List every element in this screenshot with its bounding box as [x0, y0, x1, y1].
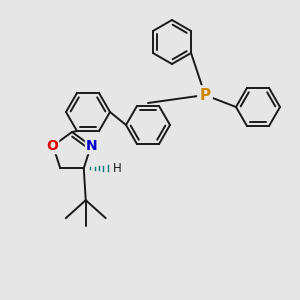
Text: N: N: [86, 139, 98, 153]
Text: O: O: [46, 139, 58, 153]
Text: H: H: [113, 162, 122, 175]
Text: P: P: [200, 88, 211, 103]
